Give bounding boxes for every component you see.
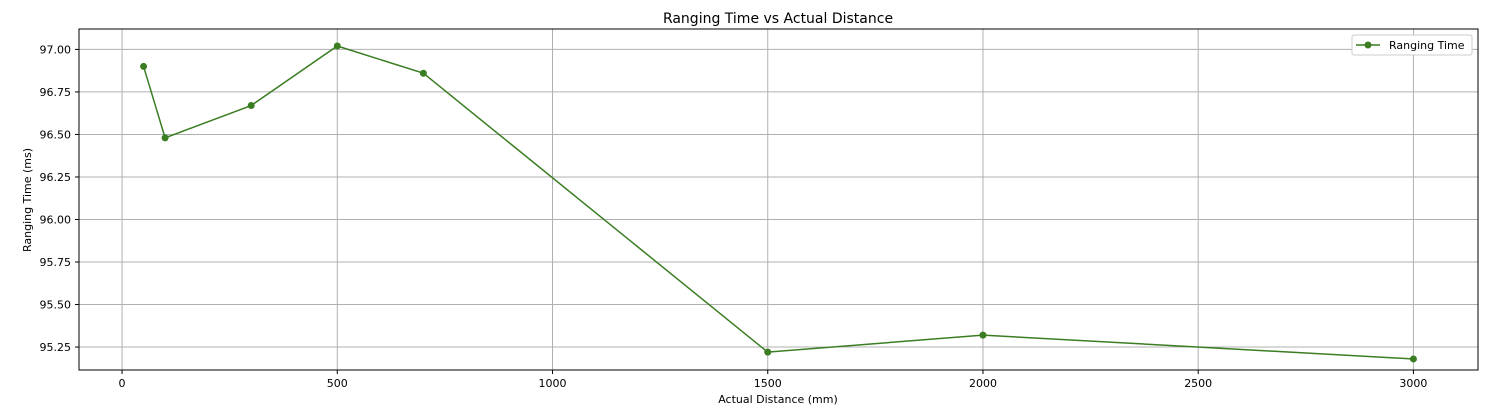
y-axis-label: Ranging Time (ms) xyxy=(21,148,34,252)
grid xyxy=(79,29,1478,370)
y-tick-label: 96.00 xyxy=(40,213,72,226)
x-axis-label: Actual Distance (mm) xyxy=(718,393,838,406)
x-tick-label: 500 xyxy=(327,377,348,390)
x-tick-label: 2000 xyxy=(969,377,997,390)
y-tick-label: 97.00 xyxy=(40,43,72,56)
x-tick-label: 2500 xyxy=(1184,377,1212,390)
data-point xyxy=(161,134,169,142)
y-axis: 95.25 95.50 95.75 96.00 96.25 96.50 96.75 97.00 xyxy=(40,43,79,354)
data-point xyxy=(764,348,772,356)
y-tick-label: 96.75 xyxy=(40,86,72,99)
y-tick-label: 95.25 xyxy=(40,341,72,354)
series-line xyxy=(142,45,1414,360)
y-tick-label: 96.50 xyxy=(40,128,72,141)
data-point xyxy=(333,42,341,50)
chart-title: Ranging Time vs Actual Distance xyxy=(663,11,893,27)
data-point xyxy=(140,62,148,70)
data-point xyxy=(979,331,987,339)
data-point xyxy=(1409,355,1417,363)
plot-area-frame xyxy=(78,28,1479,371)
x-tick-label: 0 xyxy=(119,377,126,390)
legend-marker-sample xyxy=(1364,41,1372,49)
x-tick-label: 1000 xyxy=(539,377,567,390)
data-point xyxy=(419,69,427,77)
x-tick-label: 1500 xyxy=(754,377,782,390)
series-group xyxy=(140,42,1417,363)
y-tick-label: 95.75 xyxy=(40,256,72,269)
legend-label: Ranging Time xyxy=(1389,39,1465,52)
y-tick-label: 95.50 xyxy=(40,299,72,312)
legend: Ranging Time xyxy=(1351,34,1473,56)
legend-frame xyxy=(1351,34,1473,56)
x-tick-label: 3000 xyxy=(1399,377,1427,390)
y-tick-label: 96.25 xyxy=(40,171,72,184)
x-axis: 0 500 1000 1500 2000 2500 3000 xyxy=(119,370,1427,390)
data-point xyxy=(247,102,255,110)
